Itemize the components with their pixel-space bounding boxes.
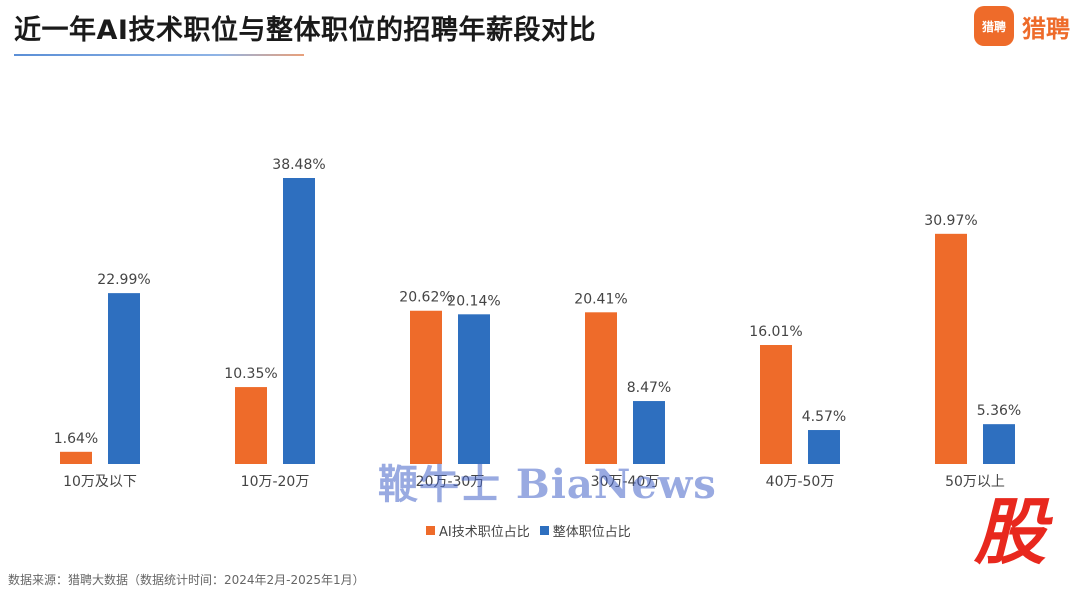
gu-stamp: 股 [974, 490, 1047, 574]
category-label: 30万-40万 [591, 474, 660, 490]
liepin-logo-text: 猎聘 [1022, 14, 1070, 43]
category-label: 50万以上 [945, 474, 1005, 490]
bar-overall [458, 314, 490, 464]
bar-ai [585, 312, 617, 464]
title-underline [14, 54, 304, 56]
bar-ai [60, 451, 92, 464]
data-label-overall: 20.14% [447, 293, 500, 309]
category-label: 10万-20万 [241, 474, 310, 490]
bar-overall [808, 430, 840, 464]
bianews-watermark: 鞭牛士 BiaNews [378, 461, 717, 508]
bar-chart: 1.64% 22.99% 10万及以下 10.35% 38.48% 10万-20万 20.6… [54, 157, 1021, 490]
data-label-overall: 38.48% [272, 157, 325, 173]
data-label-ai: 20.62% [399, 290, 452, 306]
data-label-ai: 1.64% [54, 431, 98, 447]
bar-overall [108, 293, 140, 464]
data-label-ai: 10.35% [224, 366, 277, 382]
data-label-overall: 4.57% [802, 409, 846, 425]
bar-overall [633, 401, 665, 464]
legend-swatch-overall [539, 526, 549, 535]
bar-ai [410, 310, 442, 464]
data-label-overall: 22.99% [97, 272, 150, 288]
data-source-note: 数据来源：猎聘大数据（数据统计时间：2024年2月-2025年1月） [8, 573, 365, 587]
chart-legend: AI技术职位占比 整体职位占比 [426, 521, 631, 540]
data-label-ai: 30.97% [924, 213, 977, 229]
legend-label-overall: 整体职位占比 [552, 525, 631, 540]
data-label-ai: 20.41% [574, 291, 627, 307]
data-label-ai: 16.01% [749, 324, 802, 340]
category-label: 10万及以下 [63, 474, 137, 490]
bar-overall [983, 424, 1015, 464]
data-label-overall: 5.36% [977, 403, 1021, 419]
data-label-overall: 8.47% [627, 380, 671, 396]
bar-ai [760, 345, 792, 464]
chart-title: 近一年AI技术职位与整体职位的招聘年薪段对比 [14, 15, 596, 46]
liepin-logo-icon: 猎聘 [974, 6, 1014, 46]
bar-ai [235, 387, 267, 464]
category-label: 40万-50万 [766, 474, 835, 490]
legend-item-overall: 整体职位占比 [539, 521, 631, 540]
legend-item-ai: AI技术职位占比 [426, 521, 530, 540]
liepin-logo: 猎聘 猎聘 [974, 6, 1070, 46]
legend-swatch-ai [426, 526, 435, 535]
category-label: 20万-30万 [416, 474, 485, 490]
bar-ai [935, 233, 967, 464]
bar-overall [283, 178, 315, 464]
legend-label-ai: AI技术职位占比 [439, 525, 530, 540]
